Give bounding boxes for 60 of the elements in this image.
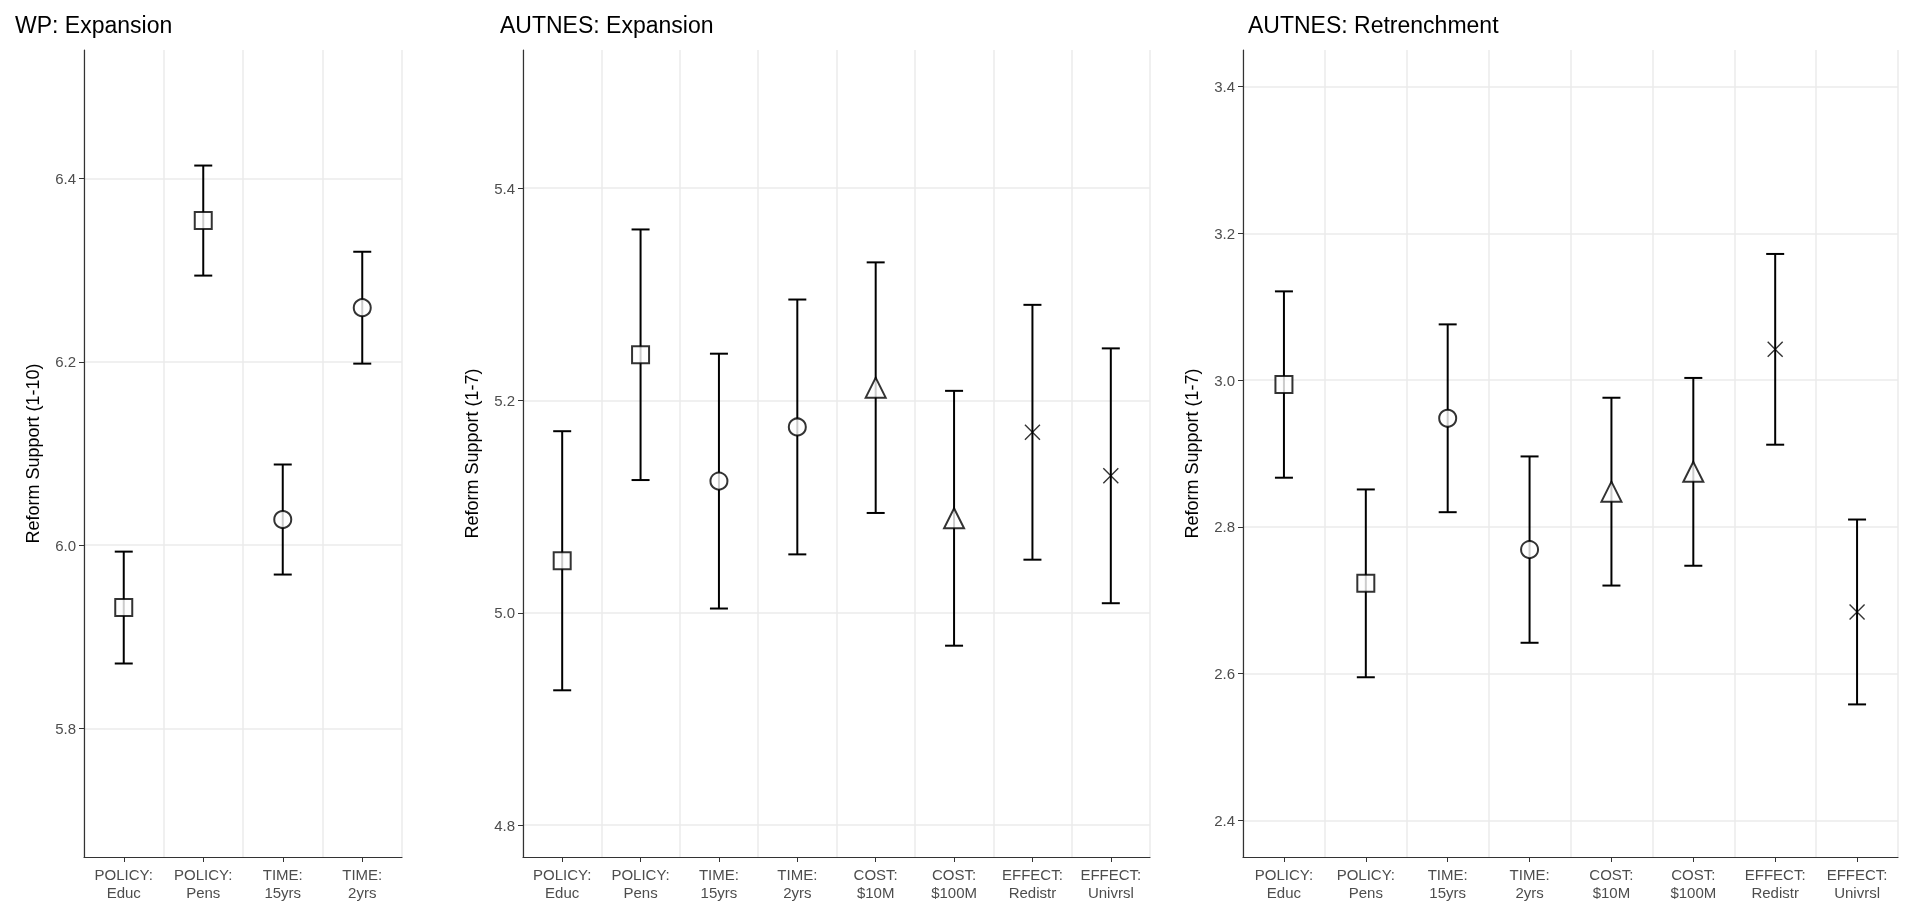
point — [864, 376, 887, 399]
point — [1102, 467, 1120, 484]
y-tick-label: 5.2 — [494, 391, 515, 409]
point — [787, 417, 807, 437]
x-tick-label: EFFECT: Univrsl — [1826, 865, 1888, 901]
point — [352, 298, 372, 318]
point — [1766, 341, 1784, 358]
x-tick-label: TIME: 2yrs — [1509, 865, 1550, 901]
x-tick-label: COST: $100M — [1670, 865, 1717, 901]
y-tick-label: 3.4 — [1214, 78, 1235, 96]
point — [193, 211, 213, 231]
point — [1438, 408, 1458, 428]
y-tick-label: 3.0 — [1214, 371, 1235, 389]
point — [273, 510, 293, 530]
y-tick-label: 5.0 — [494, 604, 515, 622]
point — [1600, 480, 1623, 503]
chart-title: AUTNES: Retrenchment — [1248, 11, 1500, 38]
y-tick-label: 5.8 — [55, 720, 76, 738]
point — [1024, 424, 1041, 441]
y-tick-label: 2.6 — [1214, 665, 1235, 683]
point — [1682, 460, 1705, 483]
y-axis-title: Reform Support (1-7) — [1182, 368, 1202, 539]
y-tick-label: 4.8 — [494, 816, 515, 834]
x-tick-label: TIME: 2yrs — [777, 865, 818, 901]
x-tick-label: POLICY: Pens — [611, 865, 670, 901]
point — [1520, 540, 1540, 560]
x-tick-label: TIME: 15yrs — [1427, 865, 1468, 901]
x-tick-label: EFFECT: Redistr — [1744, 865, 1806, 901]
x-tick-label: POLICY: Pens — [174, 865, 233, 901]
x-tick-label: POLICY: Pens — [1336, 865, 1395, 901]
point — [1848, 603, 1866, 621]
point — [114, 598, 134, 618]
x-tick-label: COST: $100M — [931, 865, 977, 901]
point — [631, 345, 651, 365]
y-tick-label: 3.2 — [1214, 224, 1235, 242]
point — [552, 551, 572, 571]
y-tick-label: 6.4 — [55, 169, 76, 187]
x-tick-label: TIME: 2yrs — [342, 865, 383, 901]
x-tick-label: POLICY: Educ — [94, 865, 153, 901]
point — [1274, 375, 1294, 395]
x-tick-label: TIME: 15yrs — [698, 865, 739, 901]
y-axis-title: Reform Support (1-10) — [23, 363, 43, 544]
x-tick-label: COST: $10M — [853, 865, 898, 901]
y-tick-label: 2.8 — [1214, 518, 1235, 536]
y-tick-label: 5.4 — [494, 179, 515, 197]
point — [709, 471, 729, 491]
x-tick-label: EFFECT: Univrsl — [1080, 865, 1142, 901]
point — [943, 507, 966, 530]
x-tick-label: TIME: 15yrs — [262, 865, 303, 901]
y-tick-label: 2.4 — [1214, 811, 1235, 829]
x-tick-label: POLICY: Educ — [533, 865, 592, 901]
y-tick-label: 6.0 — [55, 536, 76, 554]
y-axis-title: Reform Support (1-7) — [462, 368, 482, 539]
point — [1356, 573, 1376, 593]
y-tick-label: 6.2 — [55, 353, 76, 371]
x-tick-label: COST: $10M — [1589, 865, 1634, 901]
x-tick-label: EFFECT: Redistr — [1002, 865, 1063, 901]
x-tick-label: POLICY: Educ — [1254, 865, 1314, 901]
chart-title: WP: Expansion — [15, 11, 173, 38]
chart-title: AUTNES: Expansion — [500, 11, 714, 38]
